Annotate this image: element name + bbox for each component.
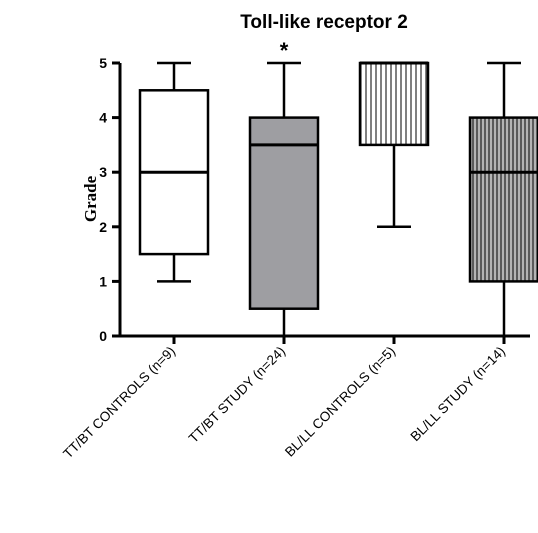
y-tick-label: 1 [99, 273, 107, 289]
box-1 [248, 61, 320, 338]
y-tick-label: 3 [99, 164, 107, 180]
x-tick-label: TT/BT STUDY (n=24) [186, 344, 288, 446]
y-tick-label: 5 [99, 55, 107, 71]
y-tick-label: 2 [99, 219, 107, 235]
y-ticks: 0 1 2 3 4 5 [99, 55, 120, 344]
x-ticks: TT/BT CONTROLS (n=9) TT/BT STUDY (n=24)BL… [60, 336, 508, 461]
y-axis-label: Grade [81, 175, 100, 222]
chart-title: Toll-like receptor 2 [240, 12, 408, 33]
significance-asterisk: * [280, 38, 289, 63]
box-3 [468, 61, 538, 338]
x-tick-label: BL/LL STUDY (n=14) [408, 344, 509, 445]
x-tick-label: BL/LL CONTROLS (n=5) [282, 344, 398, 460]
x-tick-label: TT/BT CONTROLS (n=9) [60, 344, 178, 462]
annotations: * [280, 38, 289, 63]
box-0 [138, 61, 210, 283]
box-body [468, 116, 538, 283]
box-body [248, 116, 320, 310]
y-tick-label: 0 [99, 328, 107, 344]
box-2 [358, 61, 430, 229]
box-body [358, 61, 430, 147]
boxes [138, 61, 538, 338]
y-tick-label: 4 [99, 110, 107, 126]
